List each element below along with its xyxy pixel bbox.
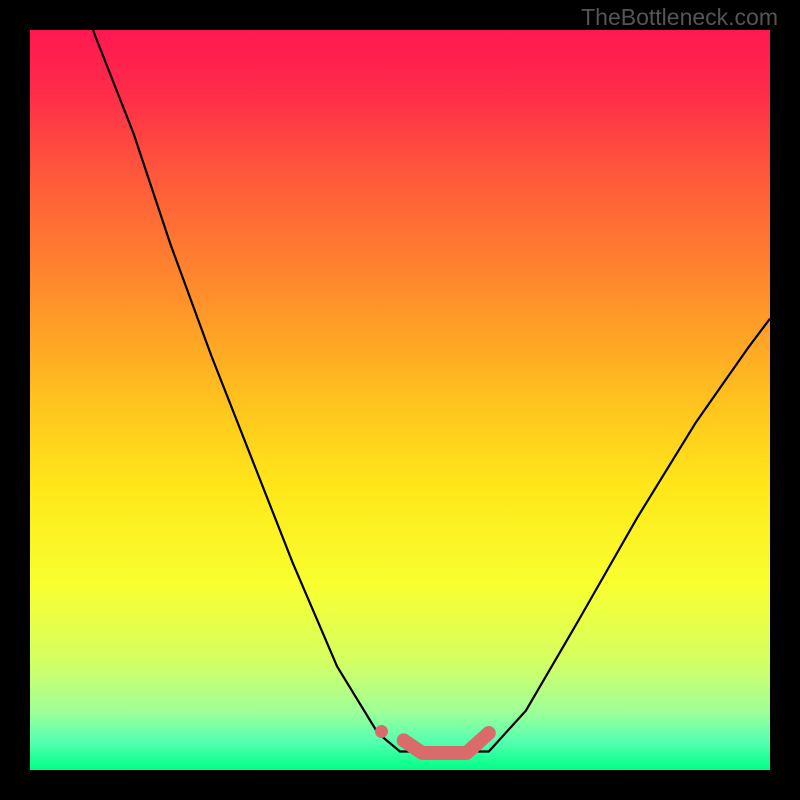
plot-area <box>30 30 770 770</box>
gradient-background <box>30 30 770 770</box>
highlight-dot <box>375 725 388 738</box>
plot-svg <box>30 30 770 770</box>
watermark-text: TheBottleneck.com <box>581 4 778 31</box>
chart-frame: TheBottleneck.com <box>0 0 800 800</box>
